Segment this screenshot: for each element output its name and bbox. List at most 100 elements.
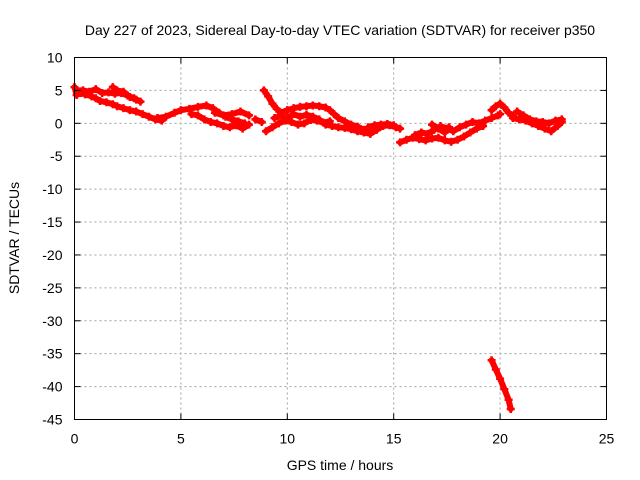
x-tick-label: 25 [599, 431, 615, 447]
data-point [193, 102, 202, 111]
data-point [276, 111, 285, 120]
y-tick-label: 0 [55, 115, 63, 131]
data-point [138, 110, 147, 119]
data-point [244, 111, 253, 120]
data-point [262, 127, 271, 136]
data-point [325, 106, 334, 115]
y-tick-label: -45 [42, 412, 62, 428]
series-arc-j [270, 110, 324, 124]
data-point [238, 124, 247, 133]
data-point [496, 374, 505, 383]
data-point [410, 131, 419, 140]
data-point [170, 108, 179, 117]
y-tick-label: -35 [42, 346, 62, 362]
data-point [481, 116, 490, 125]
data-point [232, 121, 241, 130]
data-point [302, 110, 311, 119]
data-point [91, 85, 100, 94]
data-point [251, 115, 260, 124]
data-point [334, 114, 343, 123]
data-point [453, 135, 462, 144]
x-tick-label: 15 [386, 431, 402, 447]
data-point [321, 120, 330, 129]
data-point [202, 101, 211, 110]
data-point [274, 119, 283, 128]
data-point [236, 107, 245, 116]
data-point [289, 110, 298, 119]
series-arc-e [187, 110, 253, 133]
data-point [225, 123, 234, 132]
x-axis-label: GPS time / hours [287, 457, 394, 473]
data-point [268, 123, 277, 132]
y-tick-label: -15 [42, 214, 62, 230]
data-point [283, 114, 292, 123]
data-point [500, 103, 509, 112]
data-point [125, 92, 134, 101]
data-point [440, 136, 449, 145]
data-point [513, 107, 522, 116]
data-point [85, 87, 94, 96]
data-point [538, 118, 547, 127]
data-point [466, 128, 475, 137]
data-point [125, 106, 134, 115]
data-point [449, 127, 458, 136]
series-arc-o [428, 120, 454, 137]
data-point [396, 138, 405, 147]
data-point [300, 119, 309, 128]
data-point [459, 132, 468, 141]
data-point [504, 108, 513, 117]
data-point [185, 104, 194, 113]
y-tick-label: -30 [42, 313, 62, 329]
series-arc-c [108, 83, 141, 104]
data-point [153, 114, 162, 123]
data-point [162, 112, 171, 121]
data-point [96, 96, 105, 105]
data-point [447, 137, 456, 146]
data-point [257, 118, 266, 127]
data-point [108, 100, 117, 109]
data-point [402, 135, 411, 144]
data-point [108, 83, 117, 92]
x-tick-label: 0 [71, 431, 79, 447]
data-point [421, 136, 430, 145]
data-point [119, 104, 128, 113]
data-point [213, 119, 222, 128]
data-point [264, 92, 273, 101]
data-point [132, 95, 141, 104]
data-point [359, 128, 368, 137]
y-tick-label: 5 [55, 82, 63, 98]
series-arc-p [487, 99, 517, 120]
data-point [219, 121, 228, 130]
data-point [340, 123, 349, 132]
data-point [468, 118, 477, 127]
data-point [244, 120, 253, 129]
data-point [515, 115, 524, 124]
data-point [308, 112, 317, 121]
data-point [545, 119, 554, 128]
data-point [440, 128, 449, 137]
data-point [396, 124, 405, 133]
data-point [176, 106, 185, 115]
series-arc-f [210, 107, 253, 120]
data-point [487, 106, 496, 115]
y-axis-label: SDTVAR / TECUs [6, 182, 22, 294]
data-point [91, 94, 100, 103]
data-point [296, 112, 305, 121]
data-point [389, 121, 398, 130]
x-tick-label: 10 [280, 431, 296, 447]
data-point [366, 129, 375, 138]
data-point [434, 133, 443, 142]
x-tick-label: 20 [492, 431, 508, 447]
y-tick-label: -25 [42, 280, 62, 296]
data-point [487, 114, 496, 123]
data-point [293, 120, 302, 129]
data-point [474, 119, 483, 128]
data-point [210, 108, 219, 117]
data-point [104, 88, 113, 97]
y-tick-label: -40 [42, 379, 62, 395]
data-point [187, 110, 196, 119]
data-point [119, 87, 128, 96]
data-point [353, 127, 362, 136]
data-point [500, 385, 509, 394]
y-tick-label: -5 [50, 148, 63, 164]
